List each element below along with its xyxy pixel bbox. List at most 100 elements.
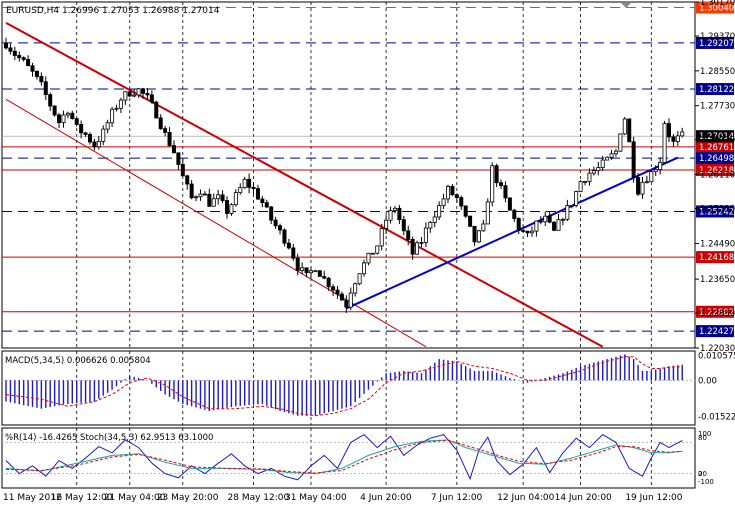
candle-body: [468, 215, 473, 227]
candle-body: [499, 182, 504, 187]
candle-body: [538, 220, 543, 223]
candle-body: [375, 245, 380, 254]
oscillator-series: [2, 433, 695, 481]
candle-body: [180, 164, 185, 177]
candle-body: [326, 277, 331, 288]
candle-body: [463, 205, 468, 217]
macd-tick-label: 0.00: [698, 376, 717, 386]
price-tick-label: 1.27730: [700, 102, 735, 112]
price-tick-label: 1.26930: [700, 136, 735, 146]
chart-title: EURUSD,H4 1.26996 1.27053 1.26988 1.2701…: [6, 6, 220, 16]
candle-body: [167, 131, 172, 146]
candle-body: [649, 171, 654, 183]
candle-body: [61, 114, 66, 123]
candle-body: [34, 70, 39, 77]
current-price-label: 1.27014: [699, 132, 734, 142]
candle-body: [74, 118, 79, 125]
candle-body: [123, 91, 128, 101]
trendline: [5, 21, 604, 348]
candle-body: [437, 205, 442, 218]
candle-body: [242, 178, 247, 189]
candle-body: [547, 215, 552, 223]
candle-body: [503, 185, 508, 199]
price-panel: [1, 1, 696, 349]
candle-body: [39, 76, 44, 83]
candle-body: [415, 242, 420, 255]
current-price-tag: [696, 130, 734, 143]
candle-body: [21, 57, 26, 60]
candle-body: [534, 220, 539, 232]
candle-body: [574, 191, 579, 206]
candle-body: [662, 123, 667, 163]
candle-body: [247, 178, 252, 188]
candle-body: [238, 187, 243, 194]
price-level-label: 1.26761: [699, 143, 734, 153]
candle-body: [224, 200, 229, 214]
candle-body: [264, 202, 269, 208]
x-tick-label: 7 Jun 12:00: [431, 493, 483, 503]
x-tick-label: 16 May 12:00: [51, 493, 113, 503]
candlesticks: [4, 37, 685, 313]
stoch-signal-line: [5, 439, 683, 474]
scroll-marker-icon[interactable]: [621, 3, 631, 8]
candle-body: [101, 128, 106, 142]
x-tick-label: 12 Jun 04:00: [497, 493, 554, 503]
candle-body: [96, 140, 101, 148]
price-tick-label: 1.29370: [700, 32, 735, 42]
candle-body: [481, 223, 486, 232]
candle-body: [79, 124, 84, 134]
candle-body: [163, 128, 168, 133]
candle-body: [627, 118, 632, 143]
candle-body: [132, 94, 137, 97]
candle-body: [127, 91, 132, 97]
oscillator-tick-label: -100: [698, 478, 714, 486]
price-level-label: 1.25242: [699, 207, 734, 217]
candle-body: [472, 225, 477, 243]
candle-body: [671, 136, 676, 142]
candle-body: [507, 197, 512, 211]
candle-body: [516, 218, 521, 231]
candle-body: [282, 229, 287, 244]
candle-body: [556, 219, 561, 231]
candle-body: [273, 219, 278, 227]
candle-body: [251, 186, 256, 190]
price-level-tag: [696, 163, 734, 176]
candle-body: [304, 267, 309, 274]
trendlines: [5, 21, 679, 348]
candle-body: [194, 196, 199, 199]
candle-body: [384, 219, 389, 229]
candle-body: [185, 175, 190, 185]
candle-body: [344, 299, 349, 308]
candle-body: [605, 156, 610, 161]
macd-panel: [1, 350, 696, 426]
candle-body: [419, 241, 424, 244]
oscillator-tick-label: 20: [698, 470, 707, 478]
williams-r-line: [5, 433, 683, 481]
candle-body: [57, 114, 62, 123]
price-level-label: 1.22427: [699, 327, 734, 337]
price-level-tag: [696, 36, 734, 49]
candle-body: [675, 135, 680, 142]
candle-body: [596, 167, 601, 172]
candle-body: [149, 94, 154, 103]
candle-body: [229, 204, 234, 214]
candle-body: [525, 230, 530, 234]
candle-body: [114, 107, 119, 110]
candle-body: [587, 172, 592, 182]
candle-body: [658, 162, 663, 170]
x-tick-label: 11 May 2012: [3, 493, 62, 503]
trendline: [5, 98, 427, 348]
candle-body: [459, 197, 464, 207]
price-level-label: 1.28122: [699, 85, 734, 95]
candle-body: [636, 177, 641, 195]
price-level-tag: [696, 325, 734, 338]
price-tick-label: 1.28550: [700, 67, 735, 77]
price-level-label: 1.26498: [699, 154, 734, 164]
candle-body: [388, 210, 393, 221]
candle-body: [260, 198, 265, 204]
candle-body: [631, 141, 636, 178]
x-tick-label: 23 May 20:00: [157, 493, 219, 503]
macd-tick-label: 0.010575: [698, 351, 735, 361]
candle-body: [485, 201, 490, 225]
candle-body: [339, 293, 344, 301]
